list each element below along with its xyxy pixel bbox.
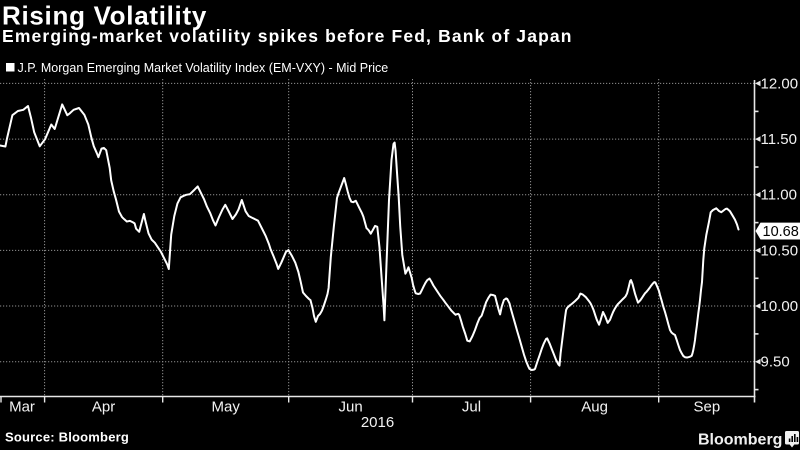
svg-text:2016: 2016 <box>361 414 394 431</box>
svg-text:12.00: 12.00 <box>761 75 799 92</box>
svg-text:Aug: Aug <box>581 399 608 416</box>
svg-text:Jun: Jun <box>339 399 363 416</box>
svg-text:May: May <box>212 399 241 416</box>
svg-text:11.00: 11.00 <box>761 187 797 204</box>
svg-text:Sep: Sep <box>694 399 721 416</box>
svg-text:Source: Bloomberg: Source: Bloomberg <box>5 430 129 445</box>
svg-text:J.P. Morgan Emerging Market Vo: J.P. Morgan Emerging Market Volatility I… <box>18 61 389 75</box>
svg-text:Emerging-market volatility spi: Emerging-market volatility spikes before… <box>2 26 573 46</box>
svg-text:Rising Volatility: Rising Volatility <box>2 1 207 31</box>
svg-text:9.50: 9.50 <box>761 354 790 371</box>
svg-text:10.68: 10.68 <box>763 224 799 240</box>
svg-text:10.00: 10.00 <box>761 298 799 315</box>
svg-text:Jul: Jul <box>462 399 481 416</box>
svg-text:10.50: 10.50 <box>761 242 799 259</box>
svg-text:Bloomberg: Bloomberg <box>698 432 782 449</box>
svg-text:Mar: Mar <box>9 399 35 416</box>
svg-text:11.50: 11.50 <box>761 131 797 148</box>
svg-text:Apr: Apr <box>92 399 115 416</box>
